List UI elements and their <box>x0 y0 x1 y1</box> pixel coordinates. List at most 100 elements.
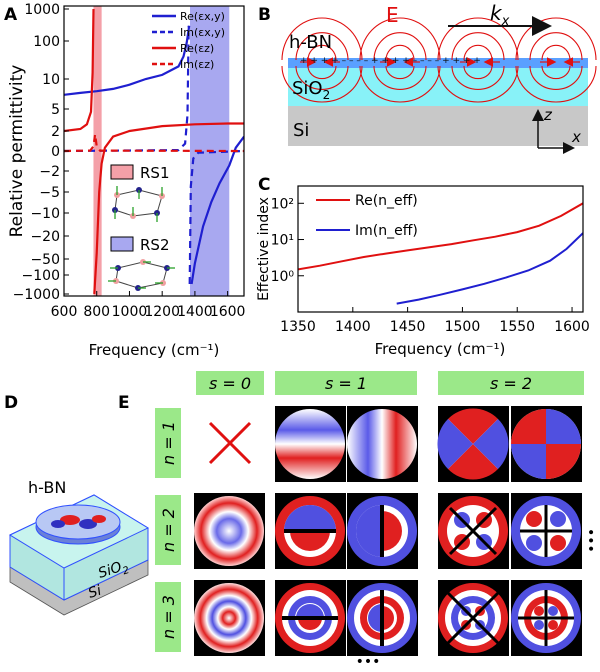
c-xtick-label: 1550 <box>499 319 535 335</box>
panel-c-legend: Re(n_eff) Im(n_eff) <box>316 193 418 239</box>
si-label-b: Si <box>293 120 309 141</box>
a-xtick-label: 1600 <box>210 304 246 320</box>
a-ytick-label: −5 <box>39 185 60 201</box>
rs1-swatch <box>110 164 134 180</box>
field-loop-bottom <box>359 65 441 103</box>
mode-n3-s1a <box>275 583 345 653</box>
c-xtick-label: 1400 <box>335 319 371 335</box>
field-loop-top <box>385 44 415 61</box>
si-layer <box>288 106 588 146</box>
hbn-layer <box>288 58 588 68</box>
mode-n3-s2b <box>511 583 581 653</box>
a-ytick-label: 0 <box>51 144 60 160</box>
panel-a-chart: 1000 100 10 5 2 0 −2 −5 −10 −20 −50−100 −1000 600 80… <box>7 2 245 359</box>
a-ytick-label: 10 <box>42 72 60 88</box>
mode-n2-s1b <box>347 496 417 566</box>
panel-c-chart: 10⁰ 10¹ 10² 1350 1400 1450 1500 1550 1600 Effec… <box>256 185 590 358</box>
c-xtick-label: 1350 <box>280 319 316 335</box>
column-continuation-ellipsis: ••• <box>356 654 381 668</box>
c-legend-label: Im(n_eff) <box>355 223 418 239</box>
field-loop-top <box>307 44 337 61</box>
panel-a-xlabel: Frequency (cm⁻¹) <box>89 341 220 359</box>
hbn-label-b: h-BN <box>289 32 332 53</box>
k-label: kx <box>490 1 510 29</box>
n-label-2-bg <box>155 495 181 565</box>
z-axis-label: z <box>543 106 553 124</box>
field-loop-top <box>281 17 363 61</box>
a-legend-label: Im(εz) <box>180 58 214 71</box>
c-legend-label: Re(n_eff) <box>355 193 418 209</box>
c-series-1 <box>396 232 583 305</box>
rs1-atom-diagram <box>112 186 165 222</box>
panel-label-d: D <box>4 393 18 413</box>
field-loop-bottom <box>385 65 415 80</box>
row-continuation-ellipsis: ••• <box>582 528 598 553</box>
a-legend-label: Re(εz) <box>180 42 214 55</box>
field-loop-top <box>295 32 349 61</box>
sio2-label-d: SiO2 <box>96 557 131 584</box>
hbn-label-d: h-BN <box>28 478 66 497</box>
a-ytick-label: −50 <box>30 252 60 268</box>
field-loop-top <box>373 32 427 61</box>
a-ytick-label: −1000 <box>13 287 60 303</box>
a-ytick-label: −10 <box>30 206 60 222</box>
a-ytick-label: −100 <box>22 268 60 284</box>
field-loop-bottom <box>463 65 493 80</box>
field-loop-top <box>541 44 571 61</box>
band-rs1 <box>93 6 102 296</box>
field-loop-bottom <box>307 65 337 80</box>
panel-label-c: C <box>258 175 270 195</box>
field-loop-bottom <box>541 65 571 80</box>
a-xtick-label: 600 <box>51 304 78 320</box>
mode-n3-s1b <box>347 583 417 653</box>
field-loop-bottom <box>529 65 583 90</box>
a-xtick-label: 1000 <box>112 304 148 320</box>
e-field-label: E <box>386 3 399 27</box>
field-loop-bottom <box>515 65 597 103</box>
field-loop-bottom <box>295 65 349 90</box>
a-ytick-label: −2 <box>39 164 60 180</box>
a-ytick-label: 2 <box>51 124 60 140</box>
field-loop-bottom <box>451 65 505 90</box>
mode-n3-s0 <box>194 583 264 653</box>
field-loop-bottom <box>437 65 519 103</box>
panel-label-a: A <box>4 5 18 25</box>
a-series-im_z <box>64 134 244 153</box>
panel-c-ylabel: Effective index <box>256 197 272 301</box>
n-label-1: n = 1 <box>159 421 178 465</box>
a-xtick-label: 800 <box>83 304 110 320</box>
s-header-1-bg <box>275 371 417 395</box>
c-ytick-label: 10⁰ <box>271 269 295 285</box>
a-xtick-label: 1200 <box>144 304 180 320</box>
c-xtick-label: 1600 <box>554 319 590 335</box>
panel-b-diagram: + + + + – – – – + + + + – – – – + + + + … <box>281 1 597 154</box>
rs2-atom-diagram <box>108 259 175 291</box>
n-label-2: n = 2 <box>159 508 178 552</box>
c-ytick-label: 10¹ <box>271 233 294 249</box>
n-label-3-bg <box>155 582 181 652</box>
c-series-0 <box>298 202 583 271</box>
panel-c-frame <box>297 185 584 313</box>
a-ytick-label: 1000 <box>24 2 60 18</box>
a-legend-label: Re(εx,y) <box>180 10 225 23</box>
mode-n2-s2b <box>511 496 581 566</box>
a-ytick-label: 100 <box>33 34 60 50</box>
no-mode-cross <box>208 421 252 465</box>
mode-n1-s2b <box>511 409 581 479</box>
panel-d-device: h-BN SiO2 Si <box>8 478 150 616</box>
field-loop-top <box>463 44 493 61</box>
mode-n2-s1a <box>275 496 345 566</box>
c-xtick-label: 1450 <box>390 319 426 335</box>
n-label-3: n = 3 <box>159 595 178 639</box>
rs2-swatch <box>110 236 134 252</box>
mode-n2-s0 <box>194 496 264 566</box>
rs1-label: RS1 <box>140 164 170 182</box>
rs2-label: RS2 <box>140 236 170 254</box>
mode-n1-s2a <box>437 408 509 480</box>
mode-n1-s1b <box>347 409 417 479</box>
panel-a-legend: Re(εx,y) Im(εx,y) Re(εz) Im(εz) <box>152 10 225 71</box>
c-xtick-label: 1500 <box>445 319 481 335</box>
panel-label-e: E <box>118 393 130 413</box>
s-header-2-bg <box>438 371 584 395</box>
